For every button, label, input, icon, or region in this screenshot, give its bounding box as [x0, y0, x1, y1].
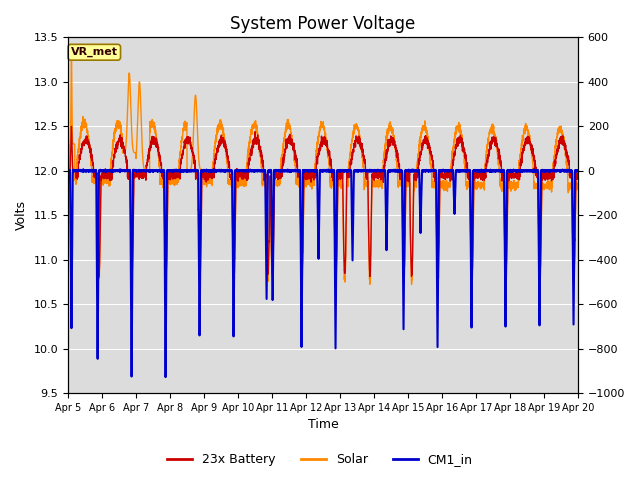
- X-axis label: Time: Time: [308, 419, 339, 432]
- Title: System Power Voltage: System Power Voltage: [230, 15, 415, 33]
- Text: VR_met: VR_met: [71, 47, 118, 58]
- Legend: 23x Battery, Solar, CM1_in: 23x Battery, Solar, CM1_in: [163, 448, 477, 471]
- Y-axis label: Volts: Volts: [15, 200, 28, 230]
